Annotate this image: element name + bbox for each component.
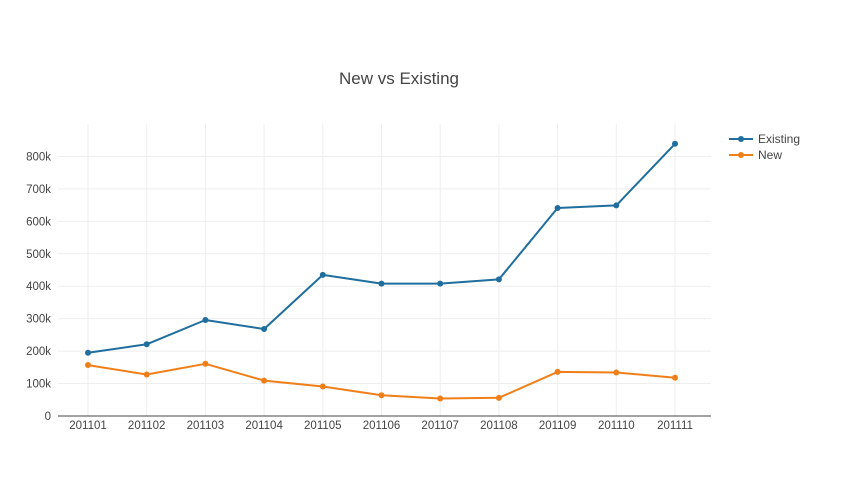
data-point-new[interactable]: [378, 392, 385, 399]
data-point-existing[interactable]: [437, 280, 444, 287]
y-tick-label: 600k: [26, 216, 51, 228]
x-tick-label: 201108: [480, 420, 518, 432]
y-tick-label: 500k: [26, 249, 51, 261]
data-point-existing[interactable]: [85, 349, 91, 356]
y-tick-label: 800k: [26, 151, 51, 163]
x-tick-label: 201109: [539, 420, 577, 432]
data-point-existing[interactable]: [143, 341, 150, 348]
data-point-existing[interactable]: [261, 326, 268, 333]
y-tick-label: 400k: [26, 281, 51, 293]
data-point-new[interactable]: [143, 371, 150, 378]
chart-title: New vs Existing: [339, 69, 459, 88]
legend-label-new: New: [758, 148, 782, 162]
y-tick-label: 200k: [26, 346, 51, 358]
data-point-new[interactable]: [261, 377, 268, 384]
x-tick-label: 201111: [657, 420, 693, 432]
y-tick-label: 100k: [26, 379, 51, 391]
data-point-new[interactable]: [202, 360, 209, 367]
data-point-existing[interactable]: [672, 140, 678, 147]
data-point-existing[interactable]: [554, 205, 561, 212]
x-tick-label: 201103: [187, 420, 225, 432]
y-tick-label: 300k: [26, 314, 51, 326]
data-point-new[interactable]: [319, 383, 326, 390]
data-point-existing[interactable]: [495, 276, 502, 283]
legend-item-new[interactable]: New: [729, 148, 782, 162]
y-tick-label: 700k: [26, 184, 51, 196]
y-tick-label: 0: [45, 411, 51, 423]
data-point-new[interactable]: [495, 394, 502, 401]
x-tick-label: 201106: [363, 420, 401, 432]
legend[interactable]: Existing New: [729, 132, 800, 162]
legend-marker-new: [738, 152, 744, 158]
data-point-existing[interactable]: [202, 316, 209, 323]
x-tick-label: 201102: [128, 420, 166, 432]
legend-label-existing: Existing: [758, 132, 800, 146]
data-point-new[interactable]: [85, 362, 91, 369]
series-layer: [85, 140, 678, 402]
data-point-existing[interactable]: [319, 271, 326, 278]
x-tick-label: 201105: [304, 420, 342, 432]
legend-marker-existing: [738, 136, 744, 142]
x-tick-label: 201104: [245, 420, 283, 432]
grid-layer: [58, 124, 711, 416]
data-point-new[interactable]: [554, 368, 561, 375]
data-point-new[interactable]: [437, 395, 444, 402]
axis-layer: 0 100k 200k 300k 400k 500k 600k 700k 800k 201101 2…: [26, 151, 711, 432]
data-point-new[interactable]: [672, 374, 678, 381]
legend-item-existing[interactable]: Existing: [729, 132, 800, 146]
x-tick-label: 201107: [421, 420, 459, 432]
data-point-existing[interactable]: [378, 280, 385, 287]
data-point-existing[interactable]: [613, 202, 620, 209]
x-tick-label: 201110: [598, 420, 635, 432]
x-tick-label: 201101: [69, 420, 107, 432]
data-point-new[interactable]: [613, 369, 620, 376]
